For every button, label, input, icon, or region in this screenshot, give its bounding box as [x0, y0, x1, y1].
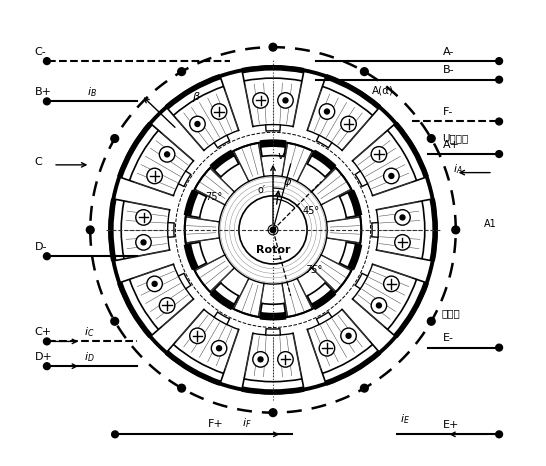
- Circle shape: [147, 276, 162, 292]
- Text: F+: F+: [208, 418, 224, 429]
- Circle shape: [44, 98, 50, 105]
- Circle shape: [360, 68, 368, 75]
- Text: 75°: 75°: [205, 192, 222, 203]
- Text: C+: C+: [34, 327, 52, 337]
- Text: A-: A-: [443, 47, 455, 57]
- Circle shape: [376, 303, 382, 308]
- Circle shape: [44, 58, 50, 64]
- Circle shape: [159, 147, 175, 162]
- Text: φ: φ: [284, 177, 291, 187]
- Text: v: v: [277, 151, 283, 161]
- Text: Rotor: Rotor: [256, 245, 290, 255]
- Circle shape: [111, 431, 118, 438]
- Text: 75°: 75°: [306, 265, 323, 275]
- Circle shape: [384, 168, 399, 184]
- Text: A(α): A(α): [372, 86, 394, 96]
- Circle shape: [152, 281, 157, 286]
- Text: A+: A+: [443, 140, 460, 150]
- Circle shape: [283, 98, 288, 103]
- Circle shape: [44, 338, 50, 345]
- Circle shape: [496, 151, 502, 158]
- Circle shape: [278, 93, 293, 108]
- Circle shape: [178, 384, 186, 392]
- Text: E-: E-: [443, 333, 454, 343]
- Text: D-: D-: [34, 242, 47, 252]
- Circle shape: [428, 317, 435, 325]
- Circle shape: [211, 104, 227, 119]
- Text: $i_D$: $i_D$: [84, 350, 95, 364]
- Text: 永磁体: 永磁体: [442, 308, 461, 319]
- Circle shape: [496, 118, 502, 125]
- Circle shape: [400, 215, 405, 220]
- Circle shape: [136, 234, 151, 250]
- Circle shape: [111, 317, 118, 325]
- Circle shape: [189, 116, 205, 132]
- Circle shape: [141, 240, 146, 245]
- Text: E+: E+: [443, 420, 460, 430]
- Text: $i_C$: $i_C$: [84, 325, 94, 339]
- Circle shape: [324, 109, 329, 114]
- Circle shape: [428, 135, 435, 143]
- Text: $i_B$: $i_B$: [87, 85, 97, 99]
- Text: U型铁芯: U型铁芯: [442, 134, 468, 144]
- Circle shape: [341, 328, 357, 343]
- Circle shape: [253, 352, 268, 367]
- Circle shape: [195, 122, 200, 126]
- Circle shape: [269, 409, 277, 417]
- Text: o′: o′: [258, 185, 266, 195]
- Circle shape: [86, 226, 94, 234]
- Circle shape: [258, 357, 263, 362]
- Circle shape: [136, 210, 151, 225]
- Circle shape: [278, 352, 293, 367]
- Circle shape: [389, 173, 394, 178]
- Circle shape: [371, 147, 387, 162]
- Circle shape: [384, 276, 399, 292]
- Text: B+: B+: [34, 87, 51, 97]
- Circle shape: [360, 384, 368, 392]
- Text: F-: F-: [443, 107, 454, 117]
- Circle shape: [178, 68, 186, 75]
- Circle shape: [319, 341, 335, 356]
- Circle shape: [341, 116, 357, 132]
- Circle shape: [371, 298, 387, 313]
- Circle shape: [147, 168, 162, 184]
- Circle shape: [496, 431, 502, 438]
- Text: 45°: 45°: [302, 206, 319, 216]
- Circle shape: [44, 253, 50, 260]
- Circle shape: [269, 43, 277, 51]
- Circle shape: [270, 227, 276, 233]
- Text: C-: C-: [34, 47, 46, 57]
- Circle shape: [189, 328, 205, 343]
- Text: A1: A1: [484, 219, 496, 229]
- Text: $i_E$: $i_E$: [400, 412, 410, 426]
- Text: B-: B-: [443, 66, 455, 75]
- Text: C: C: [34, 157, 42, 167]
- Circle shape: [253, 93, 268, 108]
- Circle shape: [496, 58, 502, 64]
- Circle shape: [496, 344, 502, 351]
- Circle shape: [44, 363, 50, 370]
- Circle shape: [496, 76, 502, 83]
- Circle shape: [319, 104, 335, 119]
- Circle shape: [211, 341, 227, 356]
- Circle shape: [395, 210, 410, 225]
- Text: D+: D+: [34, 352, 52, 362]
- Circle shape: [395, 234, 410, 250]
- Circle shape: [159, 298, 175, 313]
- Circle shape: [217, 346, 222, 351]
- Circle shape: [111, 135, 118, 143]
- Circle shape: [452, 226, 460, 234]
- Circle shape: [346, 333, 351, 338]
- Text: β: β: [193, 92, 200, 102]
- Text: $i_F$: $i_F$: [242, 417, 252, 431]
- Circle shape: [164, 152, 170, 157]
- Text: $i_A$: $i_A$: [453, 163, 462, 177]
